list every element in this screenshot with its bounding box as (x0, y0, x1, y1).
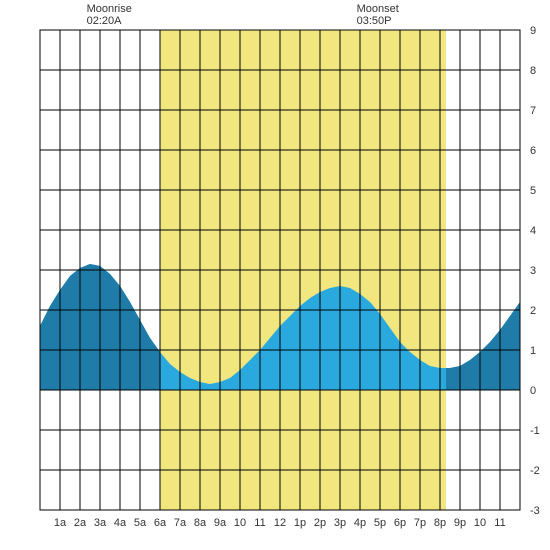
x-tick-label: 3p (334, 517, 346, 529)
x-tick-label: 7a (174, 517, 187, 529)
moonrise-label: Moonrise (87, 3, 132, 15)
y-tick-label: 2 (530, 305, 536, 317)
x-tick-label: 4a (114, 517, 127, 529)
x-tick-label: 10 (474, 517, 486, 529)
tide-area-night (70, 264, 160, 390)
x-tick-label: 9p (454, 517, 466, 529)
moonrise-time: 02:20A (87, 15, 123, 27)
x-tick-label: 8a (194, 517, 207, 529)
x-tick-label: 6a (154, 517, 167, 529)
y-tick-label: 6 (530, 145, 536, 157)
moonset-label: Moonset (357, 3, 399, 15)
x-tick-label: 2a (74, 517, 87, 529)
y-tick-label: 5 (530, 185, 536, 197)
x-tick-label: 7p (414, 517, 426, 529)
x-tick-label: 12 (274, 517, 286, 529)
y-tick-label: 3 (530, 265, 536, 277)
x-tick-label: 6p (394, 517, 406, 529)
tide-area-night (446, 302, 520, 390)
chart-svg: 1a2a3a4a5a6a7a8a9a1011121p2p3p4p5p6p7p8p… (0, 0, 550, 550)
y-tick-label: -1 (530, 425, 540, 437)
x-tick-label: 5p (374, 517, 386, 529)
y-tick-label: -3 (530, 505, 540, 517)
y-tick-label: 4 (530, 225, 536, 237)
y-tick-label: 1 (530, 345, 536, 357)
y-tick-label: 0 (530, 385, 536, 397)
x-tick-label: 3a (94, 517, 107, 529)
tide-chart: 1a2a3a4a5a6a7a8a9a1011121p2p3p4p5p6p7p8p… (0, 0, 550, 550)
x-tick-label: 8p (434, 517, 446, 529)
y-tick-label: -2 (530, 465, 540, 477)
x-tick-label: 9a (214, 517, 227, 529)
tide-area-night (40, 276, 70, 390)
x-tick-label: 11 (494, 517, 505, 529)
x-tick-label: 10 (234, 517, 246, 529)
y-tick-label: 8 (530, 65, 536, 77)
x-tick-label: 1p (294, 517, 306, 529)
x-tick-label: 2p (314, 517, 326, 529)
x-tick-label: 4p (354, 517, 366, 529)
y-tick-label: 9 (530, 25, 536, 37)
moonset-time: 03:50P (357, 15, 392, 27)
x-tick-label: 1a (54, 517, 67, 529)
y-tick-label: 7 (530, 105, 536, 117)
x-tick-label: 11 (254, 517, 265, 529)
x-tick-label: 5a (134, 517, 147, 529)
